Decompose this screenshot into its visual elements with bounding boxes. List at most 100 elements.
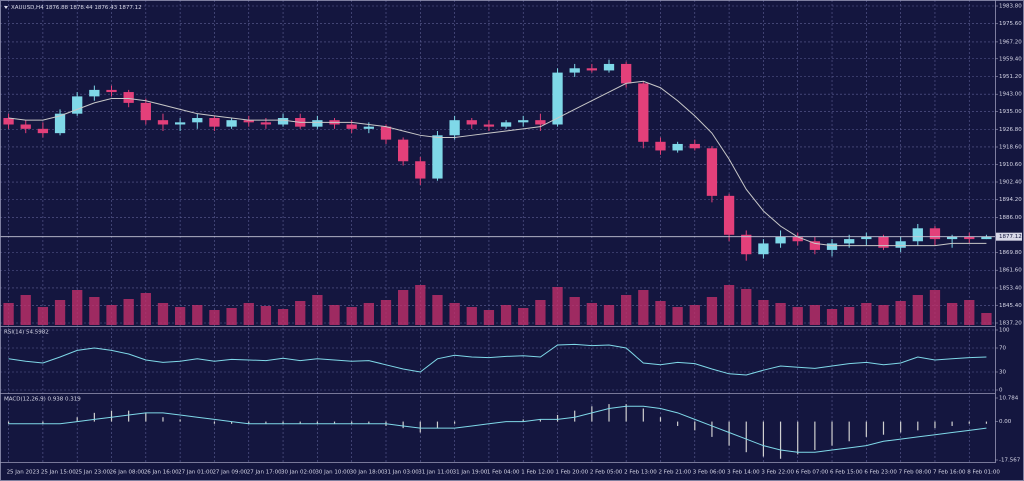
x-tick-label: 26 Jan 08:00 xyxy=(110,470,145,476)
x-tick-label: 3 Feb 22:00 xyxy=(761,470,794,476)
volume-bar xyxy=(929,290,941,325)
volume-bar xyxy=(174,307,186,325)
candle-body xyxy=(946,236,958,240)
volume-bar xyxy=(54,300,66,325)
y-tick-label: 1894.20 xyxy=(999,197,1022,203)
candle-body xyxy=(72,96,83,114)
grid xyxy=(0,0,995,462)
volume-bar xyxy=(586,303,597,325)
volume-bar xyxy=(157,303,169,325)
candle-body xyxy=(260,122,272,125)
y-tick-label: 1935.00 xyxy=(999,109,1022,115)
candle-body xyxy=(398,139,409,162)
x-tick-label: 27 Jan 01:00 xyxy=(178,470,213,476)
x-tick-label: 31 Jan 03:00 xyxy=(384,470,419,476)
x-tick-label: 3 Feb 14:00 xyxy=(727,470,760,476)
volume-bar xyxy=(89,297,100,325)
candle-body xyxy=(912,228,923,242)
x-tick-label: 6 Feb 15:00 xyxy=(830,470,863,476)
x-tick-label: 7 Feb 16:00 xyxy=(933,470,966,476)
volume-bar xyxy=(346,307,357,325)
candle-body xyxy=(655,141,666,151)
volume-bar xyxy=(72,290,83,325)
candle-body xyxy=(312,120,323,127)
volume-bar xyxy=(844,307,855,325)
y-tick-label: 1869.80 xyxy=(999,250,1022,256)
candle-body xyxy=(380,126,392,140)
x-tick-label: 3 Feb 06:00 xyxy=(693,470,726,476)
y-tick-label: 1959.40 xyxy=(999,56,1022,62)
candle-body xyxy=(741,234,752,255)
x-tick-label: 1 Feb 20:00 xyxy=(556,470,589,476)
moving-average xyxy=(8,80,987,247)
volume-bar xyxy=(3,303,14,325)
candle-body xyxy=(826,243,838,250)
candle-body xyxy=(106,89,117,93)
current-price-label: 1877.12 xyxy=(999,234,1022,240)
candle-body xyxy=(20,124,31,129)
candle-body xyxy=(174,122,186,125)
candle-body xyxy=(895,241,906,248)
candle-body xyxy=(89,89,100,97)
volume-bar xyxy=(363,303,374,325)
volume-bar xyxy=(380,300,392,325)
volume-bar xyxy=(398,290,409,325)
y-tick-label: 0.00 xyxy=(999,419,1012,425)
y-tick-label: 1967.20 xyxy=(999,39,1022,45)
candle-body xyxy=(638,83,649,142)
candle-body xyxy=(415,161,426,179)
y-tick-label: 1943.00 xyxy=(999,92,1022,98)
rsi-title: RSI(14) 54.5982 xyxy=(4,330,49,336)
candle-body xyxy=(518,120,529,123)
volume-bar xyxy=(569,297,580,325)
candle-body xyxy=(209,118,220,127)
current-price-box xyxy=(996,232,1022,241)
volume-bar xyxy=(192,305,203,325)
volume-bar xyxy=(466,307,477,325)
candle-body xyxy=(277,118,289,125)
y-tick-label: 1845.40 xyxy=(999,303,1022,309)
x-tick-label: 25 Jan 2023 xyxy=(7,470,40,476)
x-tick-label: 1 Feb 12:00 xyxy=(521,470,554,476)
x-tick-label: 30 Jan 10:00 xyxy=(315,470,350,476)
y-tick-label: 1861.60 xyxy=(999,268,1022,274)
volume-bar xyxy=(689,305,700,325)
candle-body xyxy=(603,63,615,71)
x-tick-label: 30 Jan 18:00 xyxy=(350,470,385,476)
volume-bar xyxy=(483,310,495,325)
candle-body xyxy=(500,122,512,127)
candle-body xyxy=(535,120,546,125)
candle-body xyxy=(346,124,357,129)
candle-body xyxy=(586,68,597,71)
volume-bar xyxy=(758,300,769,325)
candle-body xyxy=(929,228,941,240)
candle-body xyxy=(37,128,49,134)
x-tick-label: 2 Feb 13:00 xyxy=(624,470,657,476)
candle-body xyxy=(706,148,718,196)
volume-bar xyxy=(312,295,323,325)
y-tick-label: 1853.40 xyxy=(999,285,1022,291)
x-tick-label: 2 Feb 21:00 xyxy=(658,470,691,476)
volume-bar xyxy=(603,305,615,325)
volume-bar xyxy=(500,305,512,325)
volume-bar xyxy=(981,313,992,325)
candle-body xyxy=(672,143,683,151)
candle-body xyxy=(466,120,477,125)
y-tick-label: 1837.20 xyxy=(999,321,1022,327)
macd-signal-line xyxy=(8,405,987,453)
volume-bar xyxy=(741,289,752,325)
y-tick-label: 30 xyxy=(999,370,1006,376)
candle-body xyxy=(54,113,66,134)
volume-bar xyxy=(706,297,718,325)
volume-bar xyxy=(226,308,237,325)
rsi-line xyxy=(8,343,987,376)
candle-body xyxy=(123,92,134,103)
x-tick-label: 30 Jan 02:00 xyxy=(281,470,316,476)
candle-body xyxy=(621,63,632,84)
y-tick-label: 1902.40 xyxy=(999,180,1022,186)
x-tick-label: 31 Jan 11:00 xyxy=(418,470,453,476)
chart-title: XAUUSD,H4 1876.88 1878.44 1876.43 1877.1… xyxy=(11,5,142,11)
candle-body xyxy=(140,102,151,121)
candle-body xyxy=(758,243,769,255)
